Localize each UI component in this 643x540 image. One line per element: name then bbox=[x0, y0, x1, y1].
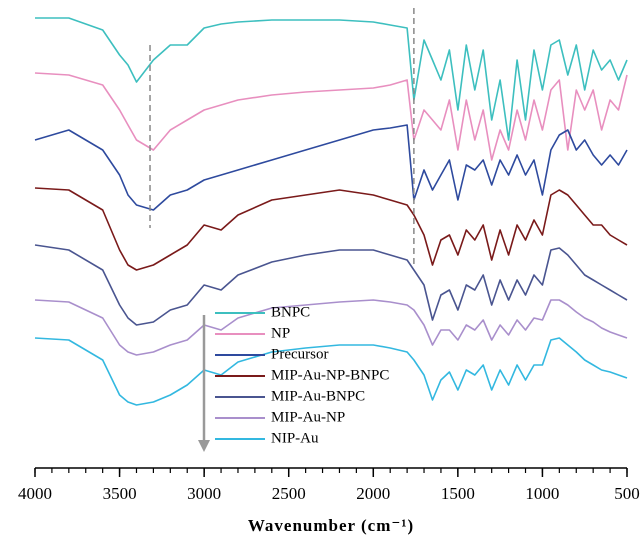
legend-label: MIP-Au-BNPC bbox=[271, 388, 365, 404]
arrow-head bbox=[198, 440, 210, 452]
x-tick-label: 3000 bbox=[187, 484, 221, 503]
x-tick-label: 500 bbox=[614, 484, 640, 503]
legend-label: MIP-Au-NP-BNPC bbox=[271, 367, 389, 383]
spectrum-line bbox=[34, 299, 628, 356]
legend-label: BNPC bbox=[271, 304, 310, 320]
x-tick-label: 1500 bbox=[441, 484, 475, 503]
legend-label: NIP-Au bbox=[271, 430, 319, 446]
x-tick-label: 3500 bbox=[103, 484, 137, 503]
x-tick-label: 4000 bbox=[18, 484, 52, 503]
legend-label: MIP-Au-NP bbox=[271, 409, 345, 425]
spectrum-line bbox=[35, 17, 628, 141]
legend-label: NP bbox=[271, 325, 290, 341]
x-tick-label: 1000 bbox=[525, 484, 559, 503]
spectrum-line bbox=[34, 337, 628, 406]
x-tick-label: 2000 bbox=[356, 484, 390, 503]
spectrum-line bbox=[34, 187, 628, 271]
spectrum-line bbox=[34, 124, 628, 211]
spectrum-line bbox=[34, 244, 628, 326]
x-axis-label: Wavenumber (cm⁻¹) bbox=[248, 516, 414, 535]
legend-label: Precursor bbox=[271, 346, 328, 362]
spectrum-line bbox=[34, 72, 628, 161]
x-tick-label: 2500 bbox=[272, 484, 306, 503]
